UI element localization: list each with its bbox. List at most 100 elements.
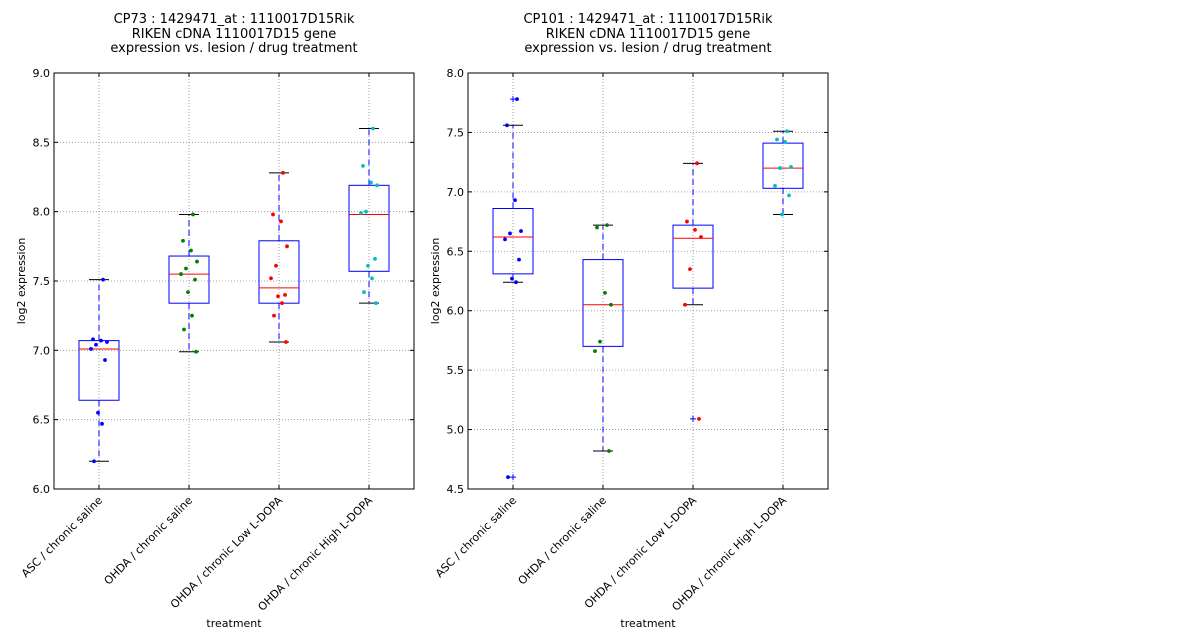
data-point xyxy=(285,244,289,249)
data-point xyxy=(609,302,613,307)
y-tick-label: 7.0 xyxy=(447,186,465,199)
data-point xyxy=(361,164,365,168)
data-point xyxy=(191,212,195,217)
y-tick-label: 8.5 xyxy=(33,136,51,149)
data-point xyxy=(775,137,779,142)
data-point xyxy=(269,276,273,281)
chart-title-line-1: CP73 : 1429471_at : 1110017D15Rik xyxy=(114,12,355,27)
data-point xyxy=(105,340,109,344)
data-point xyxy=(695,161,699,166)
plot-area: 4.5 5.0 5.5 6.0 6.5 7.0 7.5 8.0 ASC / chronic sa… xyxy=(433,67,829,614)
data-point xyxy=(195,259,199,264)
data-point xyxy=(359,211,363,215)
y-tick-label: 5.0 xyxy=(447,424,465,437)
data-point xyxy=(375,183,379,188)
data-point xyxy=(369,180,373,185)
data-point xyxy=(371,126,375,131)
data-point xyxy=(605,223,609,228)
data-point xyxy=(284,340,288,344)
chart-title-line-2: RIKEN cDNA 1110017D15 gene xyxy=(546,27,750,42)
data-point xyxy=(103,358,107,362)
y-tick-label: 8.0 xyxy=(33,206,51,219)
data-point xyxy=(181,238,185,243)
data-point xyxy=(94,342,98,347)
data-point xyxy=(373,256,377,261)
data-point xyxy=(508,231,512,236)
y-tick-label: 6.5 xyxy=(447,245,465,258)
chart-panel-cp73: CP73 : 1429471_at : 1110017D15Rik RIKEN … xyxy=(15,12,415,630)
plot-area: 6.0 6.5 7.0 7.5 8.0 8.5 9.0 ASC / chronic salin… xyxy=(19,67,415,614)
data-point xyxy=(595,225,599,230)
data-point xyxy=(271,212,275,217)
y-tick-label: 7.5 xyxy=(33,275,51,288)
chart-title-line-2: RIKEN cDNA 1110017D15 gene xyxy=(132,27,336,42)
data-point xyxy=(374,301,378,306)
data-point xyxy=(274,263,278,268)
data-point xyxy=(506,475,510,480)
data-point xyxy=(91,337,95,342)
data-point xyxy=(515,97,519,102)
data-point xyxy=(785,129,789,134)
data-point xyxy=(787,193,791,198)
y-tick-label: 8.0 xyxy=(447,67,465,80)
data-point xyxy=(189,248,193,253)
y-axis-label: log2 expression xyxy=(429,238,442,325)
y-tick-label: 5.5 xyxy=(447,364,465,377)
chart-panel-cp101: CP101 : 1429471_at : 1110017D15Rik RIKEN… xyxy=(429,12,829,630)
data-point xyxy=(789,164,793,169)
data-point xyxy=(370,276,374,281)
x-axis-label: treatment xyxy=(206,617,262,630)
data-point xyxy=(96,410,100,415)
data-point xyxy=(505,123,509,128)
plot-frame xyxy=(467,72,829,490)
data-point xyxy=(366,263,370,268)
box xyxy=(672,224,714,289)
data-point xyxy=(503,237,507,242)
data-point xyxy=(513,198,517,203)
y-tick-label: 7.0 xyxy=(33,344,51,357)
data-point xyxy=(514,280,518,285)
box xyxy=(492,207,534,275)
data-point xyxy=(780,212,784,217)
data-point xyxy=(778,166,782,170)
data-point xyxy=(685,219,689,224)
x-axis-label: treatment xyxy=(620,617,676,630)
data-point xyxy=(100,421,104,426)
data-point xyxy=(92,459,96,464)
x-tick-label: ASC / chronic saline xyxy=(433,494,519,580)
data-point xyxy=(184,266,188,271)
data-point xyxy=(598,339,602,344)
data-point xyxy=(280,301,284,306)
data-point xyxy=(607,449,611,453)
data-point xyxy=(193,277,197,282)
box xyxy=(348,184,390,272)
x-tick-label: OHDA / chronic saline xyxy=(516,494,610,588)
x-tick-label: ASC / chronic saline xyxy=(19,494,105,580)
data-point xyxy=(683,302,687,307)
data-point xyxy=(283,292,287,297)
data-point xyxy=(603,290,607,295)
y-axis-label: log2 expression xyxy=(15,238,28,325)
box xyxy=(78,340,120,401)
data-point xyxy=(186,290,190,294)
data-point xyxy=(272,313,276,318)
data-point xyxy=(190,313,194,318)
y-tick-label: 6.5 xyxy=(33,414,51,427)
chart-title-line-1: CP101 : 1429471_at : 1110017D15Rik xyxy=(523,12,773,27)
data-point xyxy=(281,170,285,175)
data-point xyxy=(688,267,692,272)
data-point xyxy=(517,257,521,262)
box xyxy=(762,142,804,189)
data-point xyxy=(693,227,697,232)
plot-frame xyxy=(53,72,415,490)
data-point xyxy=(519,229,523,233)
box xyxy=(258,240,300,304)
box xyxy=(168,255,210,304)
data-point xyxy=(593,349,597,354)
box xyxy=(582,259,624,347)
data-point xyxy=(194,349,198,354)
data-point xyxy=(89,347,93,351)
y-tick-label: 4.5 xyxy=(447,483,465,496)
